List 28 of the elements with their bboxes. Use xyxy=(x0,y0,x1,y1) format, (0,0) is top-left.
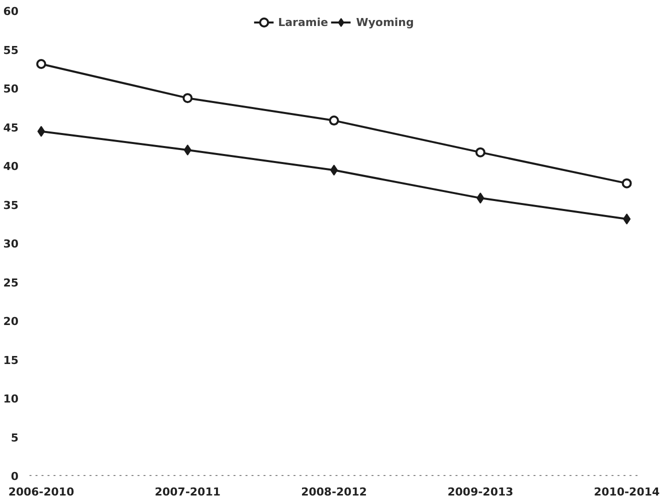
y-tick-label: 20 xyxy=(3,315,19,328)
y-tick-label: 30 xyxy=(3,238,19,250)
y-tick-label: 5 xyxy=(10,431,18,444)
y-tick-label: 15 xyxy=(3,354,19,367)
y-tick-label: 35 xyxy=(3,198,19,212)
y-tick-label: 45 xyxy=(3,121,19,134)
point xyxy=(329,116,339,126)
point xyxy=(622,213,631,224)
x-tick-label: 2009-2013 xyxy=(447,486,514,498)
point xyxy=(622,178,632,188)
y-tick-label: 40 xyxy=(3,160,19,173)
legend-label: Laramie xyxy=(278,16,328,28)
point xyxy=(184,144,192,156)
y-tick-label: 50 xyxy=(3,82,19,96)
y-tick-label: 0 xyxy=(10,470,19,483)
y-tick-label: 25 xyxy=(3,276,19,290)
x-tick-label: 2008-2012 xyxy=(301,486,367,498)
point xyxy=(37,126,46,137)
x-tick-label: 2006-2010 xyxy=(8,486,74,498)
point xyxy=(182,93,193,104)
point xyxy=(475,147,486,158)
x-tick-label: 2010-2014 xyxy=(594,486,660,498)
legend-label: Wyoming xyxy=(356,16,414,28)
y-tick-label: 60 xyxy=(3,5,19,18)
y-tick-label: 55 xyxy=(3,44,19,57)
y-tick-label: 10 xyxy=(3,392,19,406)
point xyxy=(36,58,46,69)
x-tick-label: 2007-2011 xyxy=(154,486,221,498)
